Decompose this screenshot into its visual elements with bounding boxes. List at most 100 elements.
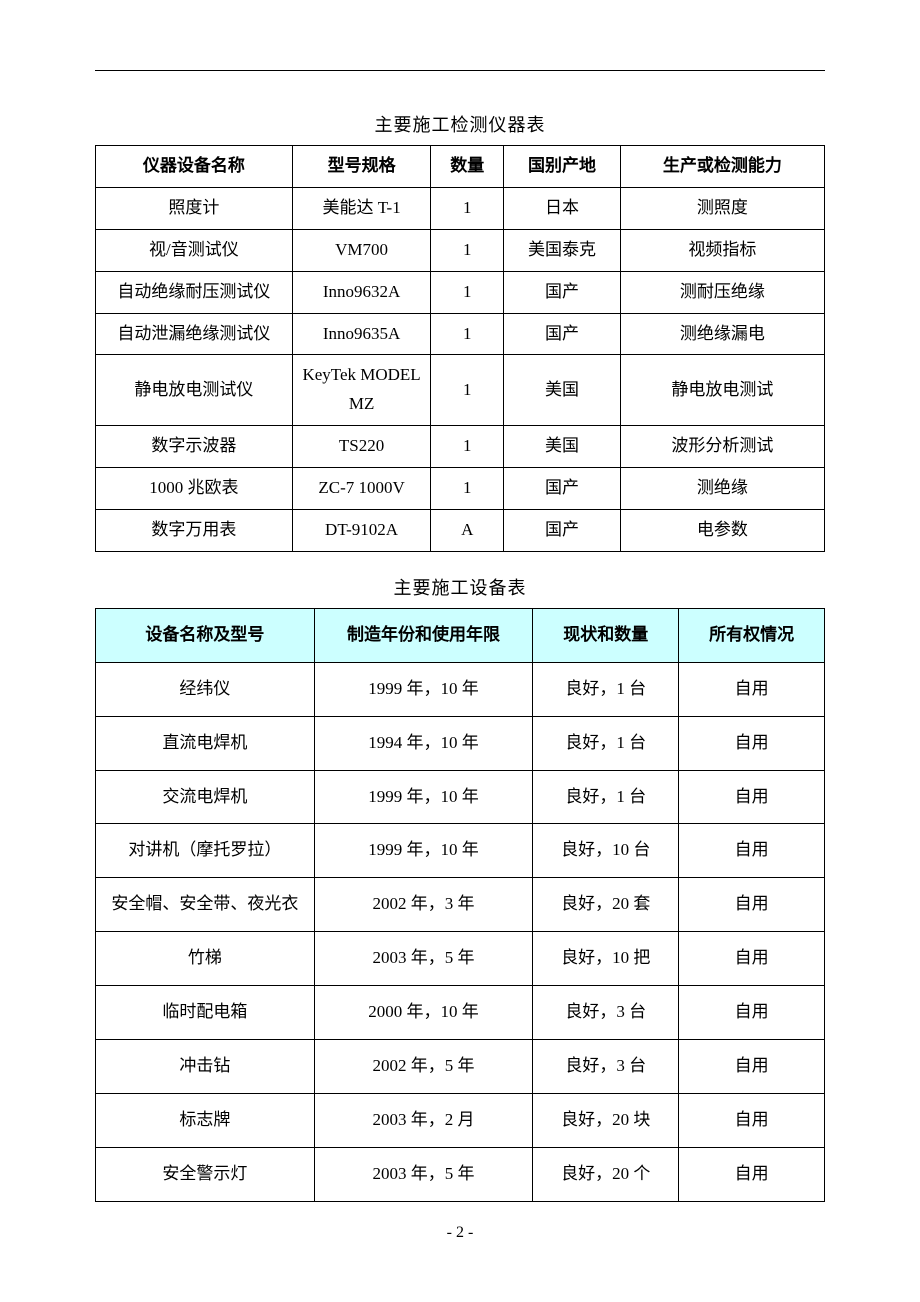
cell: 竹梯 <box>96 932 315 986</box>
cell: 自用 <box>679 986 825 1040</box>
table-row: 竹梯 2003 年，5 年 良好，10 把 自用 <box>96 932 825 986</box>
col-header: 所有权情况 <box>679 608 825 662</box>
table-row: 安全警示灯 2003 年，5 年 良好，20 个 自用 <box>96 1147 825 1201</box>
equipment-table: 设备名称及型号 制造年份和使用年限 现状和数量 所有权情况 经纬仪 1999 年… <box>95 608 825 1202</box>
cell: Inno9632A <box>292 271 431 313</box>
cell: 安全帽、安全带、夜光衣 <box>96 878 315 932</box>
cell: 美国泰克 <box>504 229 621 271</box>
table-row: 视/音测试仪 VM700 1 美国泰克 视频指标 <box>96 229 825 271</box>
cell: 国产 <box>504 468 621 510</box>
table-row: 标志牌 2003 年，2 月 良好，20 块 自用 <box>96 1093 825 1147</box>
cell: 良好，10 把 <box>533 932 679 986</box>
cell: 2002 年，3 年 <box>314 878 533 932</box>
cell: 自动泄漏绝缘测试仪 <box>96 313 293 355</box>
cell: 2002 年，5 年 <box>314 1040 533 1094</box>
cell: 静电放电测试仪 <box>96 355 293 426</box>
col-header: 数量 <box>431 146 504 188</box>
cell: Inno9635A <box>292 313 431 355</box>
cell: 1 <box>431 271 504 313</box>
document-page: 主要施工检测仪器表 仪器设备名称 型号规格 数量 国别产地 生产或检测能力 照度… <box>0 0 920 1282</box>
cell: 自用 <box>679 824 825 878</box>
cell: 测耐压绝缘 <box>620 271 824 313</box>
col-header: 制造年份和使用年限 <box>314 608 533 662</box>
table1-title: 主要施工检测仪器表 <box>95 111 825 137</box>
cell: DT-9102A <box>292 510 431 552</box>
cell: 良好，20 个 <box>533 1147 679 1201</box>
cell: 自用 <box>679 1147 825 1201</box>
col-header: 现状和数量 <box>533 608 679 662</box>
table-row: 直流电焊机 1994 年，10 年 良好，1 台 自用 <box>96 716 825 770</box>
cell: 良好，20 套 <box>533 878 679 932</box>
cell: 自用 <box>679 932 825 986</box>
table-row: 临时配电箱 2000 年，10 年 良好，3 台 自用 <box>96 986 825 1040</box>
cell: 视/音测试仪 <box>96 229 293 271</box>
cell: 1 <box>431 313 504 355</box>
cell: 电参数 <box>620 510 824 552</box>
cell: 1999 年，10 年 <box>314 662 533 716</box>
cell: 良好，1 台 <box>533 770 679 824</box>
table-row: 经纬仪 1999 年，10 年 良好，1 台 自用 <box>96 662 825 716</box>
table-row: 自动泄漏绝缘测试仪 Inno9635A 1 国产 测绝缘漏电 <box>96 313 825 355</box>
cell: 2003 年，5 年 <box>314 1147 533 1201</box>
table-row: 静电放电测试仪 KeyTek MODEL MZ 1 美国 静电放电测试 <box>96 355 825 426</box>
table-row: 数字示波器 TS220 1 美国 波形分析测试 <box>96 426 825 468</box>
cell: VM700 <box>292 229 431 271</box>
table-row: 数字万用表 DT-9102A A 国产 电参数 <box>96 510 825 552</box>
cell: 自用 <box>679 770 825 824</box>
cell: 良好，3 台 <box>533 1040 679 1094</box>
table-row: 自动绝缘耐压测试仪 Inno9632A 1 国产 测耐压绝缘 <box>96 271 825 313</box>
cell: 1 <box>431 426 504 468</box>
cell: 国产 <box>504 271 621 313</box>
cell: 1999 年，10 年 <box>314 824 533 878</box>
table-row: 对讲机（摩托罗拉） 1999 年，10 年 良好，10 台 自用 <box>96 824 825 878</box>
cell: 2003 年，5 年 <box>314 932 533 986</box>
cell: A <box>431 510 504 552</box>
cell: 良好，3 台 <box>533 986 679 1040</box>
cell: 美国 <box>504 426 621 468</box>
cell: 1994 年，10 年 <box>314 716 533 770</box>
cell: 美能达 T-1 <box>292 187 431 229</box>
cell: 2000 年，10 年 <box>314 986 533 1040</box>
cell: 1 <box>431 229 504 271</box>
cell: ZC-7 1000V <box>292 468 431 510</box>
cell: 测绝缘漏电 <box>620 313 824 355</box>
cell: 经纬仪 <box>96 662 315 716</box>
cell: 自用 <box>679 1040 825 1094</box>
table-row: 安全帽、安全带、夜光衣 2002 年，3 年 良好，20 套 自用 <box>96 878 825 932</box>
cell: 良好，1 台 <box>533 662 679 716</box>
cell: 波形分析测试 <box>620 426 824 468</box>
cell: 测绝缘 <box>620 468 824 510</box>
cell: 交流电焊机 <box>96 770 315 824</box>
cell: 国产 <box>504 510 621 552</box>
table-row: 冲击钻 2002 年，5 年 良好，3 台 自用 <box>96 1040 825 1094</box>
cell: 自用 <box>679 716 825 770</box>
cell: 数字万用表 <box>96 510 293 552</box>
cell: 1000 兆欧表 <box>96 468 293 510</box>
page-number: - 2 - <box>95 1224 825 1242</box>
cell: 对讲机（摩托罗拉） <box>96 824 315 878</box>
table-header-row: 设备名称及型号 制造年份和使用年限 现状和数量 所有权情况 <box>96 608 825 662</box>
col-header: 国别产地 <box>504 146 621 188</box>
cell: 测照度 <box>620 187 824 229</box>
cell: 视频指标 <box>620 229 824 271</box>
cell: KeyTek MODEL MZ <box>292 355 431 426</box>
cell: 安全警示灯 <box>96 1147 315 1201</box>
col-header: 设备名称及型号 <box>96 608 315 662</box>
cell: 标志牌 <box>96 1093 315 1147</box>
header-rule <box>95 70 825 71</box>
cell: 自用 <box>679 1093 825 1147</box>
instruments-table: 仪器设备名称 型号规格 数量 国别产地 生产或检测能力 照度计 美能达 T-1 … <box>95 145 825 552</box>
cell: 1999 年，10 年 <box>314 770 533 824</box>
cell: 良好，20 块 <box>533 1093 679 1147</box>
cell: 良好，10 台 <box>533 824 679 878</box>
cell: 直流电焊机 <box>96 716 315 770</box>
cell: 自用 <box>679 662 825 716</box>
table2-title: 主要施工设备表 <box>95 574 825 600</box>
col-header: 生产或检测能力 <box>620 146 824 188</box>
cell: 1 <box>431 187 504 229</box>
cell: 1 <box>431 468 504 510</box>
table-row: 照度计 美能达 T-1 1 日本 测照度 <box>96 187 825 229</box>
cell: 照度计 <box>96 187 293 229</box>
cell: 静电放电测试 <box>620 355 824 426</box>
cell: 日本 <box>504 187 621 229</box>
